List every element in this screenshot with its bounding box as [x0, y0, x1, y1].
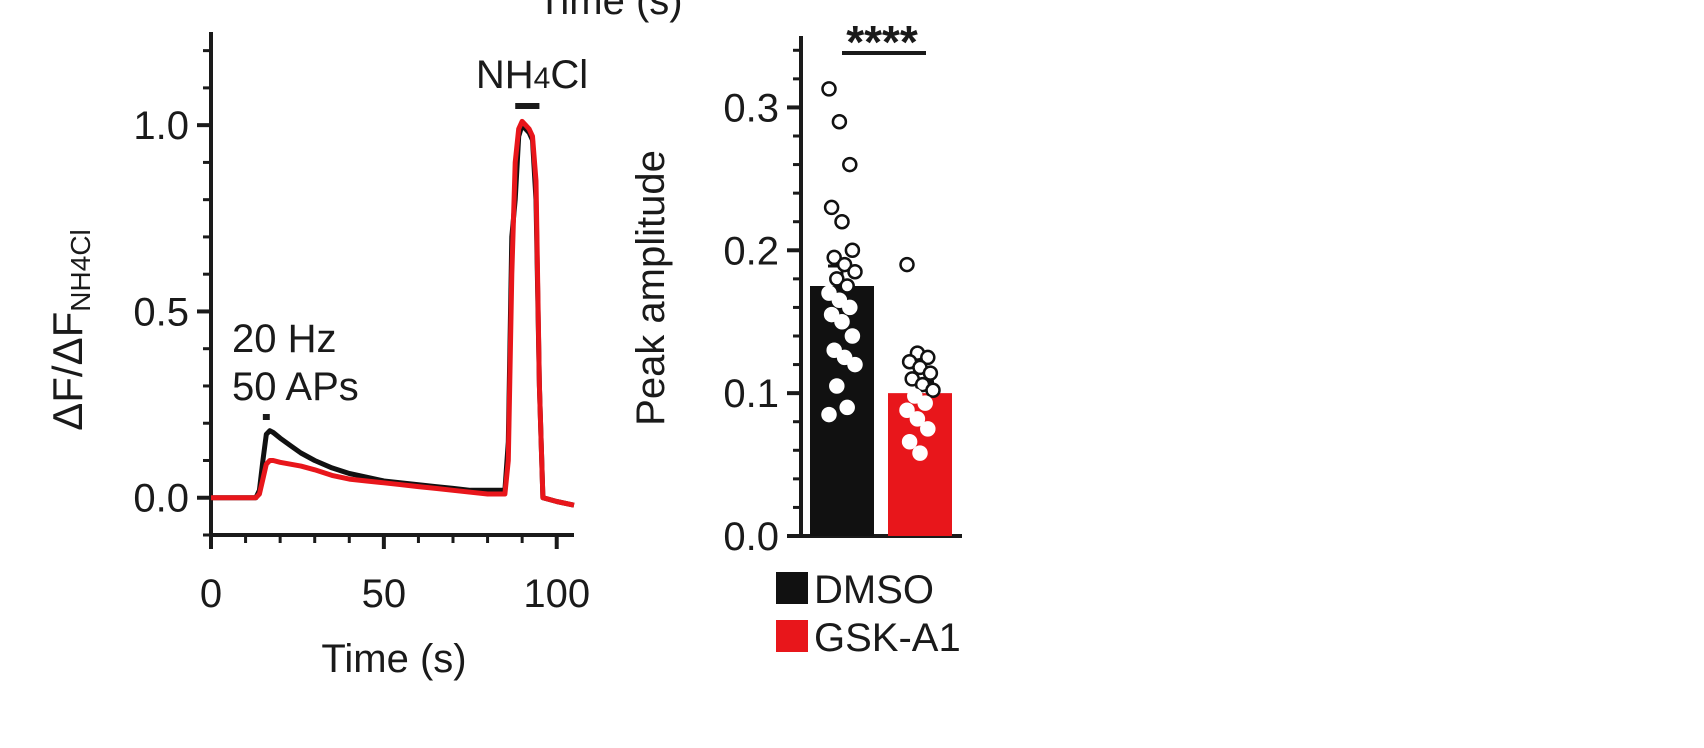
x-tick-label: 0: [200, 572, 222, 616]
stim-label-aps: 50 APs: [232, 365, 359, 409]
data-point: [821, 285, 837, 301]
data-point: [823, 199, 840, 216]
significance-label: ****: [846, 16, 918, 68]
time-course-chart: Time (s) 0.00.51.00 50 100 ΔF/ΔFNH4Cl Time…: [44, 0, 683, 681]
data-point: [839, 399, 855, 416]
bar-y-tick-label: 0.2: [723, 229, 779, 273]
series-line-dmso: [211, 122, 575, 508]
data-point: [831, 113, 848, 130]
data-point: [836, 349, 853, 366]
peak-amplitude-chart: 0.0 0.1 0.2 0.3 Peak amplitude **** DMSO GS…: [629, 16, 962, 660]
data-point: [899, 402, 915, 419]
data-point: [842, 299, 858, 316]
peak-amplitude-points: [821, 81, 941, 461]
data-point: [917, 395, 933, 411]
data-point: [821, 81, 837, 97]
y-tick-label: 0.5: [133, 290, 189, 334]
time-course-axes: 0.0 0.5 1.0 0 50 100: [133, 32, 590, 616]
data-point: [823, 306, 840, 323]
series-line-gsk-a1: [211, 118, 575, 508]
y-label-subscript: NH4Cl: [65, 229, 96, 311]
bar-y-tick-label: 0.3: [723, 86, 779, 130]
data-point: [909, 411, 926, 427]
data-point: [836, 256, 853, 273]
nh4cl-label-tail: Cl: [550, 53, 588, 97]
stim-label-frequency: 20 Hz: [232, 317, 337, 361]
nh4cl-label-subscript: 4: [534, 62, 551, 95]
data-point: [842, 156, 858, 173]
nh4cl-label-main: NH: [476, 53, 534, 97]
data-point: [834, 313, 850, 330]
legend-label-gsk: GSK-A1: [814, 616, 961, 660]
data-point: [847, 356, 863, 373]
x-tick-label: 100: [523, 572, 590, 616]
data-point: [920, 421, 936, 437]
y-tick-label: 1.0: [133, 104, 189, 148]
data-point: [844, 328, 861, 344]
data-point: [829, 378, 845, 394]
data-point: [922, 365, 939, 381]
x-tick-label: 50: [362, 572, 407, 616]
time-course-x-axis-label: Time (s): [321, 637, 466, 681]
data-point: [907, 388, 923, 404]
y-label-main: ΔF/ΔF: [44, 312, 91, 431]
legend-label-dmso: DMSO: [814, 568, 934, 612]
data-point: [821, 406, 837, 423]
peak-amplitude-axes: 0.0 0.1 0.2 0.3: [723, 36, 962, 559]
data-point: [912, 445, 928, 461]
peak-amplitude-y-axis-label: Peak amplitude: [629, 150, 673, 426]
legend-swatch-gsk: [776, 620, 808, 652]
data-point: [834, 213, 850, 230]
legend: DMSO GSK-A1: [776, 568, 961, 660]
time-course-y-axis-label: ΔF/ΔFNH4Cl: [44, 229, 96, 431]
cropped-top-label: Time (s): [537, 0, 682, 23]
data-point: [920, 349, 936, 366]
data-point: [901, 433, 918, 450]
legend-swatch-dmso: [776, 572, 808, 604]
bar-y-tick-label: 0.0: [723, 515, 779, 559]
data-point: [844, 242, 861, 259]
data-point: [829, 271, 845, 287]
data-point: [826, 342, 842, 359]
data-point: [839, 278, 855, 294]
bar-y-tick-label: 0.1: [723, 372, 779, 416]
data-point: [847, 263, 863, 280]
data-point: [826, 249, 842, 266]
y-tick-label: 0.0: [133, 477, 189, 521]
time-course-series: [211, 118, 575, 508]
data-point: [899, 256, 915, 273]
nh4cl-label: NH4Cl: [476, 53, 588, 97]
data-point: [831, 292, 848, 309]
data-point: [925, 382, 941, 399]
